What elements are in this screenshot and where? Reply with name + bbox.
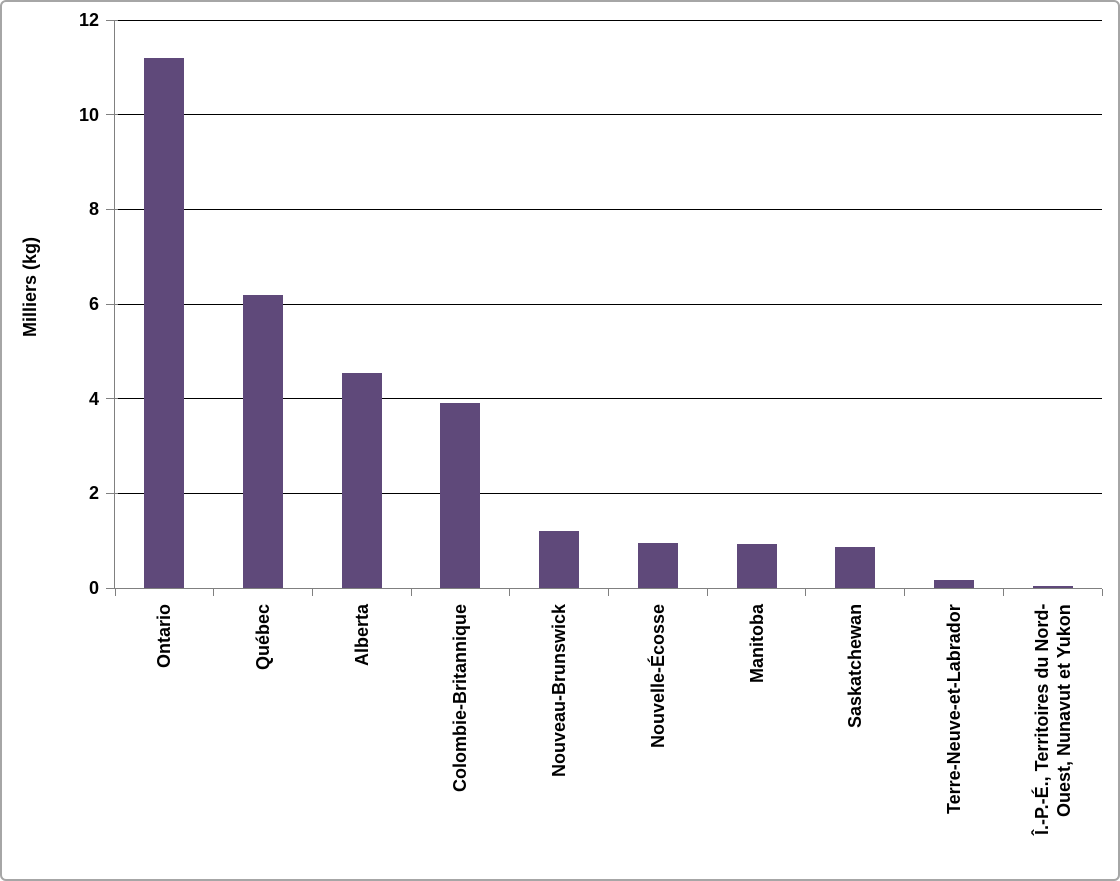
category-label: Colombie-Britannique bbox=[450, 604, 471, 792]
x-axis-tick bbox=[410, 589, 412, 596]
x-axis-tick bbox=[509, 589, 511, 596]
x-axis-tick bbox=[311, 589, 313, 596]
category-label: Nouvelle-Écosse bbox=[647, 604, 668, 749]
x-axis-tick bbox=[805, 589, 807, 596]
category-label: Saskatchewan bbox=[845, 604, 866, 729]
y-tick-label: 4 bbox=[88, 388, 99, 409]
x-axis-tick bbox=[706, 589, 708, 596]
bar bbox=[440, 403, 480, 588]
category-label: Nouveau-Brunswick bbox=[549, 604, 570, 778]
category-label: Manitoba bbox=[746, 604, 767, 683]
y-axis-title: Milliers (kg) bbox=[20, 236, 40, 338]
gridline bbox=[115, 492, 1102, 494]
y-axis-tick bbox=[106, 303, 118, 305]
bar bbox=[1033, 586, 1073, 588]
x-axis-tick bbox=[904, 589, 906, 596]
y-tick-label: 10 bbox=[78, 104, 99, 125]
x-axis-tick bbox=[114, 589, 116, 596]
gridline bbox=[115, 19, 1102, 21]
x-axis-tick bbox=[1101, 589, 1103, 596]
x-axis-tick bbox=[1002, 589, 1004, 596]
y-axis-tick bbox=[106, 114, 118, 116]
y-axis-tick bbox=[106, 19, 118, 21]
bar bbox=[144, 58, 184, 588]
category-label: Québec bbox=[253, 604, 274, 671]
bar bbox=[737, 544, 777, 588]
y-tick-label: 6 bbox=[88, 294, 99, 314]
y-axis-tick bbox=[106, 398, 118, 400]
bar bbox=[835, 547, 875, 588]
bar bbox=[243, 295, 283, 588]
x-axis-tick bbox=[608, 589, 609, 596]
y-axis-tick bbox=[106, 492, 118, 494]
x-axis-line bbox=[115, 588, 1102, 589]
y-tick-label: 0 bbox=[88, 578, 99, 598]
gridline bbox=[115, 114, 1102, 116]
category-label: Î.-P.-É., Territoires du Nord- Ouest, Nu… bbox=[1031, 604, 1074, 836]
category-label: Terre-Neuve-et-Labrador bbox=[943, 604, 964, 814]
y-axis-tick bbox=[106, 208, 118, 210]
bar bbox=[934, 580, 974, 588]
bar bbox=[539, 531, 579, 588]
category-label: Ontario bbox=[154, 604, 175, 669]
y-tick-label: 2 bbox=[88, 483, 99, 504]
bar bbox=[638, 543, 678, 588]
y-tick-label: 8 bbox=[88, 199, 99, 220]
category-label: Alberta bbox=[351, 604, 372, 667]
bar bbox=[342, 373, 382, 588]
y-axis-line bbox=[114, 20, 115, 589]
y-axis-tick bbox=[106, 587, 118, 589]
gridline bbox=[115, 208, 1102, 210]
gridline bbox=[115, 398, 1102, 400]
y-tick-label: 12 bbox=[78, 10, 99, 30]
x-axis-tick bbox=[213, 589, 215, 596]
gridline bbox=[115, 303, 1102, 305]
